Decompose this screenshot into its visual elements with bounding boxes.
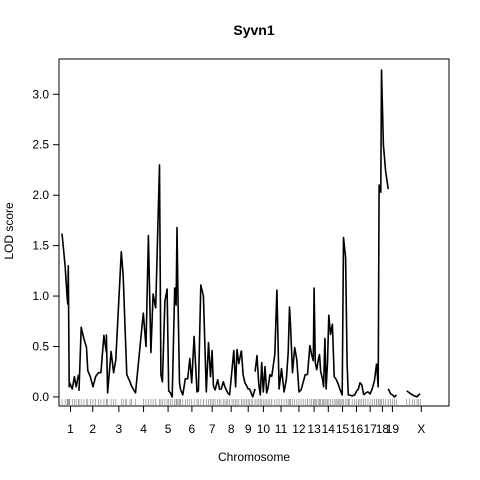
x-tick-label: 19	[386, 422, 400, 436]
x-tick-label: 5	[165, 422, 172, 436]
x-tick-label: 15	[336, 422, 350, 436]
lod-curve-chr-8	[220, 348, 243, 396]
x-tick-label: 7	[209, 422, 216, 436]
x-tick-label: 6	[189, 422, 196, 436]
x-tick-label: 12	[292, 422, 306, 436]
lod-curve-chr-17	[363, 363, 378, 396]
lod-curve-chr-9	[240, 350, 256, 398]
lod-curve-chr-7	[202, 295, 221, 393]
lod-curve-chr-16	[348, 381, 365, 397]
y-tick-label: 0.5	[32, 339, 49, 353]
lod-curve-chr-3	[105, 250, 133, 394]
x-tick-label: 1	[67, 422, 74, 436]
y-tick-label: 1.5	[32, 239, 49, 253]
lod-curve-chr-11	[270, 289, 292, 393]
x-tick-label: 14	[322, 422, 336, 436]
plot-frame	[58, 58, 450, 407]
y-tick-label: 1.0	[32, 289, 49, 303]
y-tick-label: 0.0	[32, 390, 49, 404]
lod-curve-chr-6	[179, 284, 205, 396]
x-axis-label: Chromosome	[218, 450, 290, 464]
x-tick-label: 10	[257, 422, 271, 436]
lod-curve-chr-X	[406, 390, 421, 398]
lod-curve-chr-1	[61, 233, 80, 390]
x-tick-label: 13	[307, 422, 321, 436]
x-tick-label: 3	[116, 422, 123, 436]
x-tick-label: 8	[228, 422, 235, 436]
lod-curve-chr-18	[375, 69, 389, 388]
lod-curve-chr-12	[289, 320, 308, 393]
lod-curve-chr-4	[130, 234, 157, 394]
x-tick-label: 17	[363, 422, 377, 436]
x-tick-label: 16	[350, 422, 364, 436]
lod-curve-chr-14	[319, 314, 337, 390]
y-tick-label: 3.0	[32, 87, 49, 101]
x-tick-label: X	[417, 422, 425, 436]
x-tick-label: 4	[140, 422, 147, 436]
lod-curve-chr-10	[254, 354, 273, 396]
lod-curve-chr-15	[335, 236, 350, 396]
lod-curves	[61, 69, 421, 398]
marker-rug	[61, 399, 421, 405]
y-axis-label: LOD score	[2, 202, 16, 260]
x-tick-label: 18	[376, 422, 390, 436]
y-tick-label: 2.0	[32, 188, 49, 202]
x-tick-label: 11	[275, 422, 288, 436]
y-axis: 0.0 0.5 1.0 1.5 2.0 2.5 3.0	[32, 87, 59, 404]
x-tick-label: 2	[89, 422, 96, 436]
chart-title: Syvn1	[233, 22, 274, 38]
y-tick-label: 2.5	[32, 138, 49, 152]
lod-curve-chr-2	[78, 326, 108, 391]
lod-curve-chr-13	[306, 287, 322, 375]
x-tick-label: 9	[245, 422, 252, 436]
lod-curve-chr-19	[387, 388, 398, 398]
lod-curve-chr-5	[154, 164, 182, 398]
